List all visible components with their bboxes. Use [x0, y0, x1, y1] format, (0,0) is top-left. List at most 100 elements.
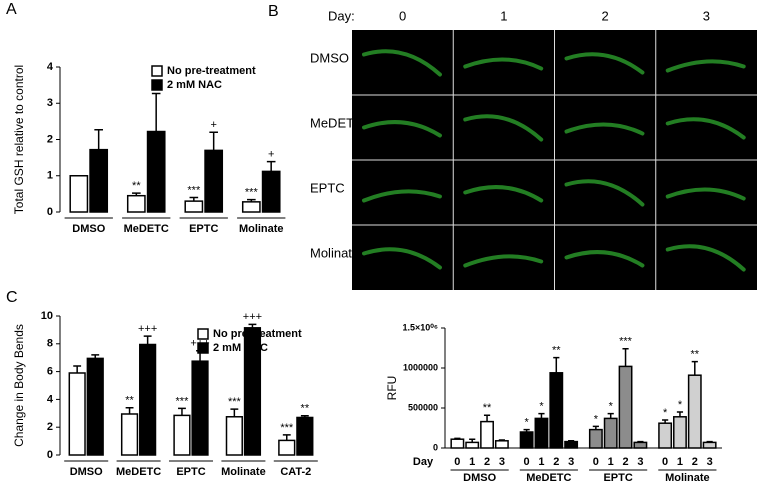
x-tick-label: 0	[593, 456, 599, 468]
row-label: Molinate	[310, 246, 359, 261]
bar	[494, 440, 509, 449]
legend-label: No pre-treatment	[167, 65, 256, 77]
legend-label: No pre-treatment	[213, 328, 302, 340]
panel-label: A	[6, 1, 17, 18]
y-tick-label: 4	[47, 61, 54, 73]
x-tick-label: 0	[454, 456, 460, 468]
significance-label: ***	[619, 336, 633, 348]
x-tick-label: EPTC	[176, 466, 205, 478]
worm	[564, 250, 645, 268]
significance-label: ***	[280, 422, 294, 434]
worm	[463, 185, 544, 203]
error-bar	[568, 440, 575, 442]
error-bar	[300, 415, 309, 418]
x-tick-label: DMSO	[70, 466, 103, 478]
bar	[146, 130, 166, 213]
group-label: EPTC	[603, 472, 632, 484]
error-bar	[151, 92, 161, 132]
y-tick-label: 500000	[408, 402, 438, 412]
row-label: MeDETC	[310, 116, 363, 131]
worm	[665, 244, 746, 272]
worm	[362, 189, 442, 203]
y-tick-label: 0	[433, 442, 438, 452]
bar	[296, 416, 314, 456]
day-label: Day:	[328, 8, 355, 23]
error-bar	[637, 440, 644, 443]
bar	[261, 170, 281, 213]
bar	[69, 175, 89, 213]
x-tick-label: DMSO	[72, 223, 105, 235]
y-tick-label: 2	[47, 421, 53, 433]
error-bar	[454, 437, 461, 440]
x-tick-label: Molinate	[239, 223, 284, 235]
bar	[588, 428, 603, 449]
y-tick-label: 10	[41, 310, 53, 322]
worm	[362, 120, 442, 138]
group-label: MeDETC	[526, 472, 571, 484]
error-bar	[553, 356, 560, 373]
worm	[463, 254, 544, 268]
x-axis-label: Day	[413, 456, 434, 468]
bar	[126, 194, 146, 213]
bar	[191, 360, 209, 456]
worm	[665, 59, 746, 73]
legend-swatch	[151, 79, 163, 91]
bar	[564, 440, 579, 449]
error-bar	[230, 408, 239, 417]
y-tick-label: 1000000	[403, 362, 438, 372]
significance-label: *	[524, 417, 529, 429]
error-bar	[94, 128, 103, 150]
significance-label: **	[552, 345, 561, 357]
worm	[564, 52, 645, 75]
y-tick-label: 4	[47, 393, 54, 405]
worm	[463, 114, 544, 142]
significance-label: *	[663, 407, 668, 419]
worm	[362, 247, 442, 270]
bar	[184, 200, 204, 213]
x-tick-label: Molinate	[221, 466, 266, 478]
y-tick-label: 6	[47, 366, 53, 378]
significance-label: *	[609, 401, 614, 413]
error-bar	[469, 438, 476, 443]
error-bar	[498, 439, 505, 441]
legend-swatch	[197, 328, 209, 340]
significance-label: ***	[187, 184, 201, 196]
column-label: 1	[500, 8, 507, 23]
significance-label: **	[691, 349, 700, 361]
x-tick-label: 3	[707, 456, 713, 468]
x-tick-label: 1	[677, 456, 683, 468]
bar	[519, 431, 534, 449]
bar	[120, 413, 139, 456]
x-tick-label: CAT-2	[280, 466, 311, 478]
error-bar	[592, 425, 599, 430]
bar	[687, 374, 702, 449]
worm	[665, 187, 746, 201]
error-bar	[248, 323, 257, 328]
significance-label: *	[539, 401, 544, 413]
x-tick-label: 2	[692, 456, 698, 468]
error-bar	[523, 428, 530, 432]
x-tick-label: 3	[637, 456, 643, 468]
bar	[658, 422, 673, 449]
worm	[463, 57, 544, 71]
significance-label: +	[210, 119, 216, 131]
x-tick-label: 2	[553, 456, 559, 468]
bar	[633, 441, 648, 449]
bar	[480, 420, 494, 449]
worm	[564, 122, 645, 136]
bar	[278, 439, 296, 456]
legend-label: 2 mM NAC	[213, 342, 268, 354]
bar	[139, 343, 157, 456]
error-bar	[266, 160, 276, 172]
error-bar	[91, 354, 100, 359]
bar	[241, 201, 261, 213]
error-bar	[189, 196, 199, 202]
x-tick-label: 2	[622, 456, 628, 468]
error-bar	[607, 412, 614, 419]
error-bar	[691, 360, 698, 376]
bar	[603, 417, 618, 449]
significance-label: *	[678, 399, 683, 411]
y-tick-label: 0	[47, 449, 53, 461]
x-tick-label: 2	[484, 456, 490, 468]
